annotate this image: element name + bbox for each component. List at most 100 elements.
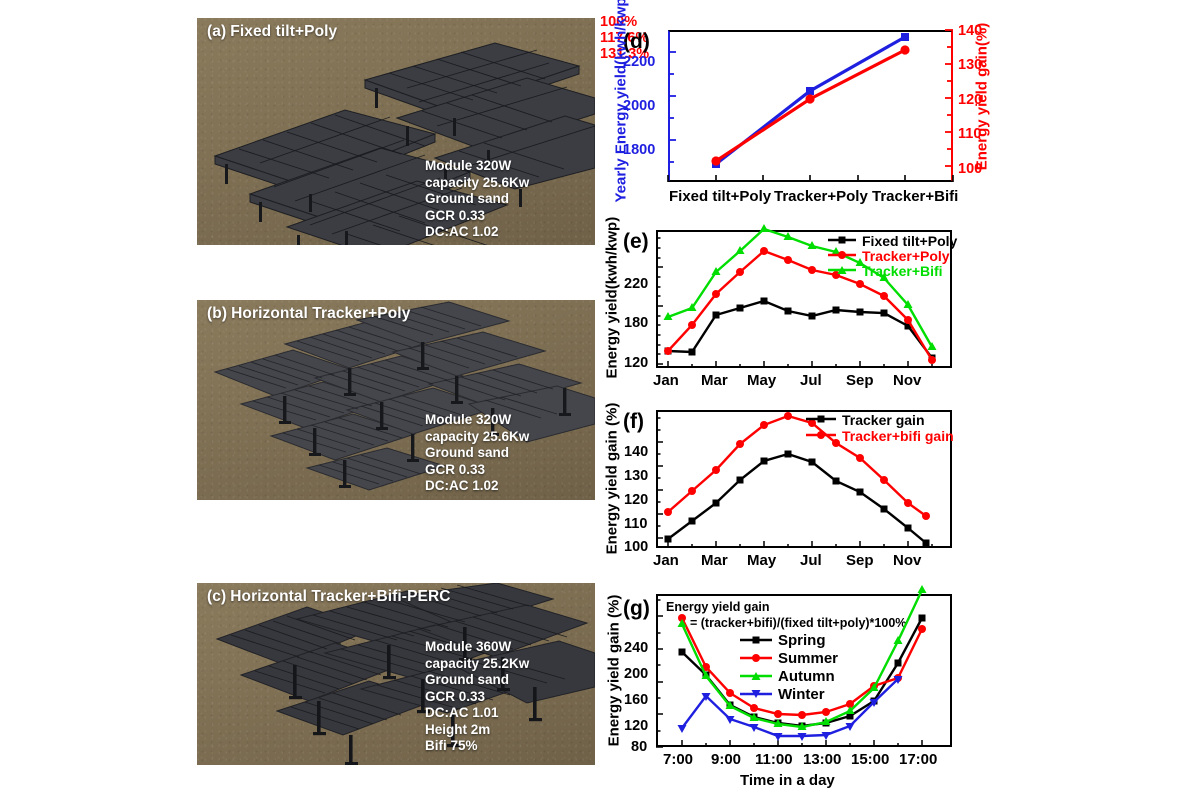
panel-d-ytick-right: 110 — [958, 126, 982, 142]
spec-line: DC:AC 1.02 — [425, 224, 499, 239]
panel-e-legend-item: Fixed tilt+Poly — [862, 233, 958, 249]
panel-g-note-line2: = (tracker+bifi)/(fixed tilt+poly)*100% — [690, 616, 907, 630]
panel-g-xtick: 13:00 — [803, 751, 842, 768]
panel-d-tag: (d) — [623, 30, 650, 53]
panel-g-note-line1: Energy yield gain — [666, 600, 770, 614]
scene-panel-b: (b) Horizontal Tracker+Poly Module 320W c… — [197, 300, 595, 500]
panel-g-xtick: 7:00 — [663, 751, 694, 768]
panel-f-series-svg — [656, 412, 933, 548]
panel-g-xtick: 15:00 — [851, 751, 890, 768]
panel-f-xtick: Jul — [800, 552, 822, 569]
spec-line: DC:AC 1.01 — [425, 705, 499, 720]
panel-e-xtick: Jul — [800, 372, 822, 389]
panel-f-ylabel: Energy yield gain (%) — [603, 402, 621, 555]
panel-g-tag: (g) — [623, 597, 650, 620]
spec-line: Ground sand — [425, 672, 509, 687]
spec-line: GCR 0.33 — [425, 461, 486, 477]
panel-e-legend-item: Tracker+Bifi — [862, 263, 943, 279]
panel-e-series-svg — [656, 224, 937, 368]
panel-g-series-svg — [656, 585, 927, 748]
panel-f-xtick: Jan — [653, 552, 679, 569]
panel-g-legend-item: Spring — [778, 632, 826, 649]
panel-c-tag: (c) — [207, 588, 227, 605]
panel-b-label: Horizontal Tracker+Poly — [231, 305, 411, 322]
spec-line: Module 320W — [425, 412, 512, 427]
scene-panel-a: (a) Fixed tilt+Poly Module 320W capacity … — [197, 18, 595, 245]
panel-a-title: (a) Fixed tilt+Poly — [207, 23, 337, 41]
panel-a-label: Fixed tilt+Poly — [230, 23, 338, 40]
spec-line: capacity 25.6Kw — [425, 428, 530, 444]
panel-e-legend-item: Tracker+Poly — [862, 248, 950, 264]
panel-g-xtick: 9:00 — [711, 751, 742, 768]
panel-f-ytick: 130 — [624, 468, 649, 484]
spec-line: Module 360W — [425, 639, 512, 654]
panel-g-xtick: 11:00 — [755, 751, 793, 768]
panel-f-tag: (f) — [623, 410, 644, 433]
panel-e-ytick: 180 — [624, 315, 649, 331]
panel-a-tag: (a) — [207, 23, 227, 40]
panel-e-tag: (e) — [623, 230, 649, 253]
panel-d-annotation: 117.6% — [600, 30, 649, 46]
panel-d-xtick: Fixed tilt+Poly — [669, 188, 772, 205]
panel-g-ytick: 240 — [624, 640, 649, 656]
panel-b-specs: Module 320W capacity 25.6Kw Ground sand … — [425, 412, 529, 495]
spec-line: Height 2m — [425, 721, 491, 737]
spec-line: capacity 25.2Kw — [425, 655, 530, 671]
panel-g-ytick: 80 — [631, 739, 648, 755]
chart-panel-e: (e) Energy yield(kwh/kwp) 220 180 120 — [600, 217, 1000, 400]
panel-d-annotation: 100% — [600, 14, 638, 30]
panel-g-ytick: 160 — [624, 692, 649, 708]
panel-g-ytick: 120 — [624, 718, 649, 734]
panel-b-tag: (b) — [207, 305, 228, 322]
spec-line: Module 320W — [425, 158, 512, 173]
pv-array-tracker-poly — [213, 301, 595, 491]
chart-panel-f: (f) Energy yield gain (%) 140 130 120 11… — [600, 403, 1000, 580]
panel-d-ytick-right: 120 — [958, 92, 983, 108]
pv-array-tracker-bifi — [215, 583, 595, 765]
panel-g-xlabel: Time in a day — [740, 772, 835, 789]
panel-d-xtick: Tracker+Bifi — [872, 188, 959, 205]
panel-f-xtick: Sep — [846, 552, 874, 569]
panel-g-ytick: 200 — [624, 666, 649, 682]
panel-g-legend-item: Winter — [778, 686, 825, 703]
spec-line: GCR 0.33 — [425, 688, 486, 704]
panel-f-ytick: 110 — [624, 516, 648, 532]
panel-f-ytick: 140 — [624, 444, 649, 460]
panel-c-title: (c) Horizontal Tracker+Bifi-PERC — [207, 588, 451, 606]
panel-b-title: (b) Horizontal Tracker+Poly — [207, 305, 410, 323]
chart-panel-g: (g) Energy yield gain (%) Energy yield g… — [600, 585, 1000, 797]
panel-g-legend-item: Autumn — [778, 668, 835, 685]
panel-f-xtick: Nov — [893, 552, 922, 569]
panel-f-ytick: 120 — [624, 492, 649, 508]
panel-e-ytick: 220 — [624, 276, 649, 292]
panel-e-xtick: Mar — [701, 372, 728, 389]
panel-e-xtick: Nov — [893, 372, 922, 389]
panel-f-legend-item: Tracker gain — [842, 412, 925, 428]
panel-e-ylabel: Energy yield(kwh/kwp) — [603, 216, 621, 379]
panel-f-legend-item: Tracker+bifi gain — [842, 428, 954, 444]
panel-d-ytick-right: 100 — [958, 161, 983, 177]
panel-d-ytick: 1800 — [623, 142, 656, 158]
panel-d-series-svg — [667, 29, 954, 182]
pv-array-fixed-tilt — [213, 42, 595, 245]
panel-f-ytick: 100 — [624, 539, 649, 555]
spec-line: GCR 0.33 — [425, 207, 486, 223]
spec-line: DC:AC 1.02 — [425, 478, 499, 493]
panel-d-ytick: 2200 — [623, 54, 656, 70]
panel-f-xtick: Mar — [701, 552, 728, 569]
panel-e-ytick: 120 — [624, 355, 649, 371]
panel-e-xtick: May — [747, 372, 777, 389]
spec-line: capacity 25.6Kw — [425, 174, 530, 190]
spec-line: Ground sand — [425, 445, 509, 460]
panel-f-xtick: May — [747, 552, 777, 569]
chart-panel-d: (d) Yearly Energy yield(kwh/kwp) Energy … — [600, 0, 1060, 226]
panel-g-xtick: 17:00 — [899, 751, 938, 768]
panel-a-specs: Module 320W capacity 25.6Kw Ground sand … — [425, 158, 529, 241]
panel-g-ylabel: Energy yield gain (%) — [605, 594, 623, 747]
panel-d-ytick-right: 140 — [958, 23, 983, 39]
spec-line: Bifi 75% — [425, 738, 478, 753]
panel-e-xtick: Sep — [846, 372, 874, 389]
panel-e-xtick: Jan — [653, 372, 679, 389]
spec-line: Ground sand — [425, 191, 509, 206]
panel-c-specs: Module 360W capacity 25.2Kw Ground sand … — [425, 639, 529, 755]
